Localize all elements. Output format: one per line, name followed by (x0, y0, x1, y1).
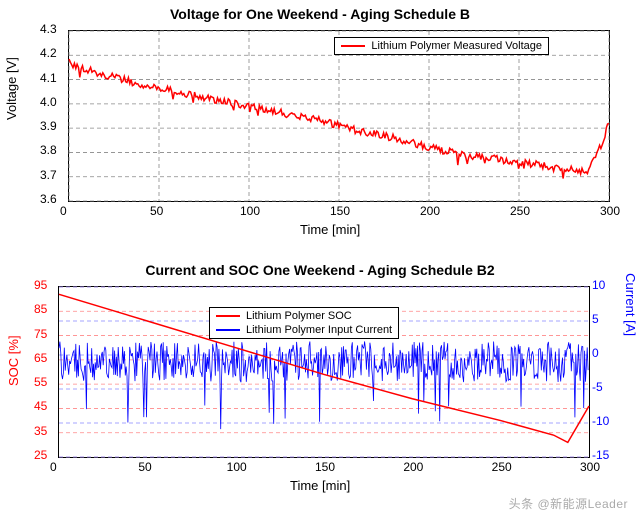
ytick-right: -15 (592, 448, 609, 462)
ytick-left: 35 (34, 424, 47, 438)
xtick: 150 (315, 460, 335, 474)
xtick: 200 (420, 204, 440, 218)
chart1-title: Voltage for One Weekend - Aging Schedule… (0, 0, 640, 22)
xtick: 0 (50, 460, 57, 474)
xtick: 0 (60, 204, 67, 218)
watermark: 头条 @新能源Leader (509, 495, 628, 512)
xtick: 150 (330, 204, 350, 218)
ytick: 4.3 (40, 22, 57, 36)
xtick: 50 (138, 460, 151, 474)
xtick: 250 (510, 204, 530, 218)
legend-line-icon (216, 315, 240, 317)
legend-line-icon (216, 329, 240, 331)
ytick-right: -5 (592, 380, 603, 394)
chart1-legend-label: Lithium Polymer Measured Voltage (371, 40, 542, 52)
chart2-legend-current: Lithium Polymer Input Current (246, 324, 392, 336)
chart2-yRlabel: Current [A] (623, 273, 638, 336)
ytick-left: 95 (34, 278, 47, 292)
ytick: 3.6 (40, 192, 57, 206)
ytick: 3.7 (40, 168, 57, 182)
xtick: 300 (580, 460, 600, 474)
ytick-left: 55 (34, 375, 47, 389)
chart2-legend-soc: Lithium Polymer SOC (246, 310, 352, 322)
chart2-plot: Lithium Polymer SOC Lithium Polymer Inpu… (58, 286, 590, 458)
ytick: 3.8 (40, 143, 57, 157)
xtick: 200 (403, 460, 423, 474)
ytick-left: 85 (34, 302, 47, 316)
xtick: 250 (492, 460, 512, 474)
chart1-xlabel: Time [min] (300, 222, 360, 237)
ytick-left: 75 (34, 327, 47, 341)
ytick-right: 5 (592, 312, 599, 326)
chart2-title: Current and SOC One Weekend - Aging Sche… (0, 256, 640, 278)
ytick-right: 0 (592, 346, 599, 360)
xtick: 50 (150, 204, 163, 218)
ytick-right: -10 (592, 414, 609, 428)
ytick: 3.9 (40, 119, 57, 133)
ytick-right: 10 (592, 278, 605, 292)
chart2-legend: Lithium Polymer SOC Lithium Polymer Inpu… (209, 307, 399, 339)
ytick: 4.0 (40, 95, 57, 109)
ytick: 4.1 (40, 71, 57, 85)
xtick: 100 (227, 460, 247, 474)
ytick-left: 65 (34, 351, 47, 365)
chart2-xlabel: Time [min] (290, 478, 350, 493)
chart1-ylabel: Voltage [V] (4, 57, 19, 120)
ytick-left: 25 (34, 448, 47, 462)
xtick: 100 (240, 204, 260, 218)
chart1-plot: Lithium Polymer Measured Voltage (68, 30, 610, 202)
ytick: 4.2 (40, 46, 57, 60)
chart1-legend: Lithium Polymer Measured Voltage (334, 37, 549, 55)
legend-line-icon (341, 45, 365, 47)
chart2-yLlabel: SOC [%] (6, 335, 21, 386)
xtick: 300 (600, 204, 620, 218)
ytick-left: 45 (34, 399, 47, 413)
